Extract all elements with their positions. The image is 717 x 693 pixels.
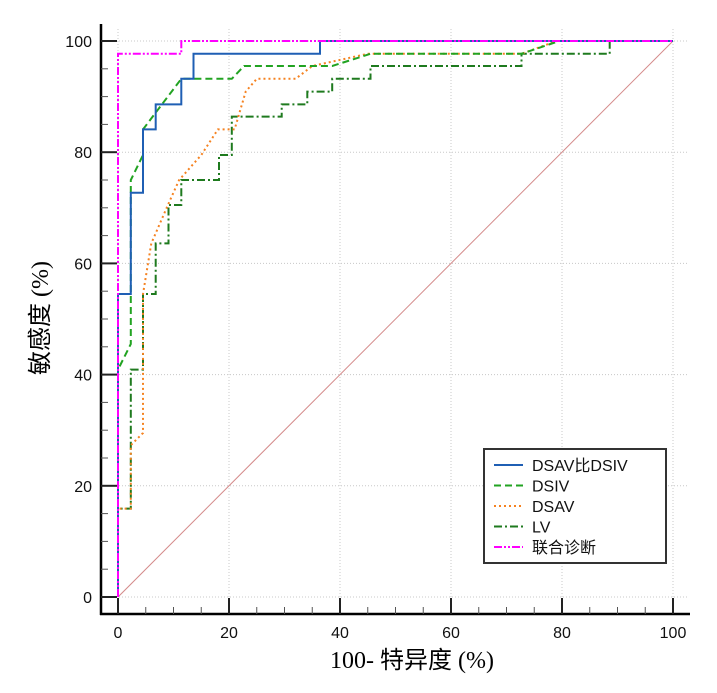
series-line-4: [117, 40, 673, 597]
y-tick-labels: 0 20 40 60 80 100: [65, 34, 92, 607]
series-line-3: [117, 40, 673, 597]
legend-label: LV: [532, 520, 551, 537]
legend-label: DSAV比DSIV: [532, 457, 628, 475]
x-axis-title: 100- 特异度 (%): [330, 647, 494, 674]
reference-diagonal: [117, 40, 674, 598]
legend: DSAV比DSIV DSIV DSAV LV 联合诊断: [483, 448, 667, 564]
y-tick-label: 80: [74, 145, 92, 162]
x-tick-label: 60: [442, 625, 460, 642]
x-tick-label: 0: [114, 625, 123, 642]
series-line-0: [117, 40, 673, 597]
y-tick-label: 60: [74, 256, 92, 273]
x-tick-label: 20: [220, 625, 238, 642]
y-tick-label: 40: [74, 368, 92, 385]
series-line-2: [117, 40, 673, 597]
legend-label: 联合诊断: [532, 539, 596, 557]
axes: [99, 24, 690, 616]
y-axis-title: 敏感度 (%): [27, 261, 54, 375]
x-tick-label: 80: [553, 625, 571, 642]
series-line-1: [117, 40, 673, 597]
y-tick-label: 100: [65, 34, 92, 51]
y-tick-label: 0: [83, 590, 92, 607]
x-tick-labels: 0 20 40 60 80 100: [114, 625, 687, 642]
x-tick-label: 40: [331, 625, 349, 642]
legend-label: DSAV: [532, 499, 575, 516]
y-tick-label: 20: [74, 479, 92, 496]
series-group: [117, 40, 673, 597]
x-tick-label: 100: [660, 625, 687, 642]
legend-label: DSIV: [532, 479, 570, 496]
